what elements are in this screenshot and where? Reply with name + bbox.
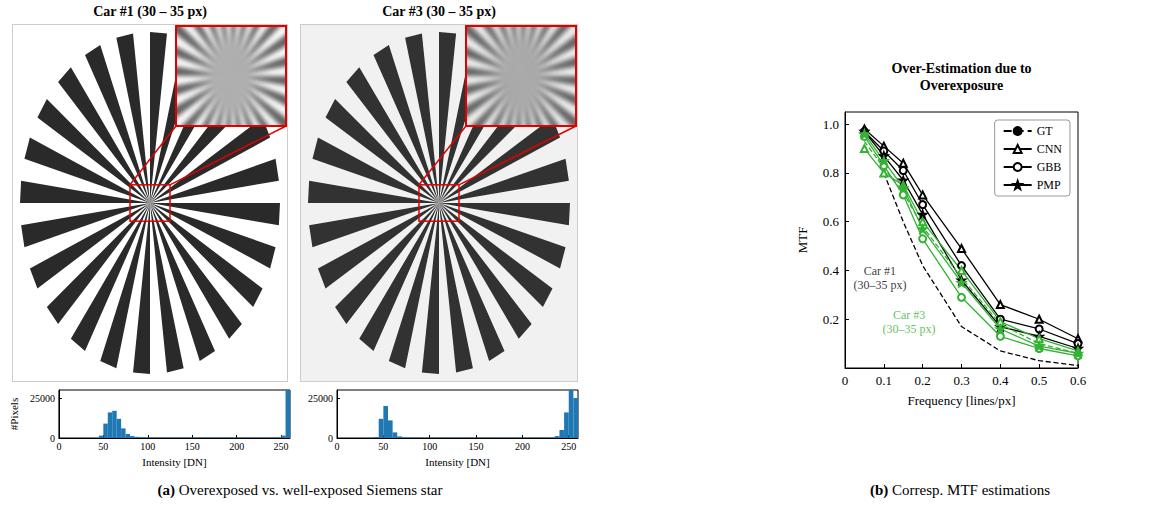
svg-text:Intensity [DN]: Intensity [DN] xyxy=(425,456,489,468)
svg-text:0.1: 0.1 xyxy=(876,373,892,388)
svg-text:GBB: GBB xyxy=(1037,160,1062,174)
svg-text:250: 250 xyxy=(274,441,289,452)
svg-text:0.4: 0.4 xyxy=(823,263,840,278)
html-text:(a) Overexposed vs. well-expos: (a) Overexposed vs. well-exposed Siemens… xyxy=(157,482,443,498)
svg-text:150: 150 xyxy=(185,441,200,452)
svg-text:0.2: 0.2 xyxy=(915,373,931,388)
html-text:Over-Estimation due to Overexp: Over-Estimation due to Overexposure xyxy=(891,61,1032,93)
svg-text:100: 100 xyxy=(422,441,437,452)
html-text:Car #1 (30 – 35 px): Car #1 (30 – 35 px) xyxy=(93,4,207,19)
svg-text:200: 200 xyxy=(229,441,244,452)
svg-text:0: 0 xyxy=(50,433,55,444)
svg-text:#Pixels: #Pixels xyxy=(8,398,20,430)
svg-text:0.6: 0.6 xyxy=(1070,373,1087,388)
svg-text:CNN: CNN xyxy=(1037,142,1063,156)
svg-text:(30–35 px): (30–35 px) xyxy=(883,322,936,336)
svg-text:MTF: MTF xyxy=(795,227,810,254)
svg-text:0.2: 0.2 xyxy=(823,312,839,327)
svg-text:Car #3: Car #3 xyxy=(893,308,925,322)
svg-text:0.5: 0.5 xyxy=(1031,373,1047,388)
svg-text:200: 200 xyxy=(515,441,530,452)
html-text:(b) Corresp. MTF estimations: (b) Corresp. MTF estimations xyxy=(870,482,1050,498)
svg-text:0.3: 0.3 xyxy=(953,373,969,388)
svg-text:0: 0 xyxy=(56,441,61,452)
svg-text:25000: 25000 xyxy=(308,393,333,404)
svg-text:0: 0 xyxy=(842,373,849,388)
svg-text:Intensity [DN]: Intensity [DN] xyxy=(142,456,206,468)
svg-text:(30–35 px): (30–35 px) xyxy=(853,278,906,292)
svg-text:Frequency [lines/px]: Frequency [lines/px] xyxy=(908,393,1016,408)
svg-text:0: 0 xyxy=(328,433,333,444)
svg-text:50: 50 xyxy=(378,441,388,452)
svg-text:50: 50 xyxy=(98,441,108,452)
svg-text:25000: 25000 xyxy=(30,393,55,404)
svg-text:Car #1: Car #1 xyxy=(864,264,896,278)
svg-text:0.6: 0.6 xyxy=(823,214,840,229)
svg-text:100: 100 xyxy=(140,441,155,452)
svg-text:GT: GT xyxy=(1037,124,1054,138)
svg-text:150: 150 xyxy=(469,441,484,452)
svg-text:0.4: 0.4 xyxy=(992,373,1009,388)
svg-text:0.8: 0.8 xyxy=(823,165,839,180)
svg-text:1.0: 1.0 xyxy=(823,117,839,132)
svg-text:PMP: PMP xyxy=(1037,178,1061,192)
svg-text:0: 0 xyxy=(335,441,340,452)
svg-text:250: 250 xyxy=(561,441,576,452)
html-text:Car #3 (30 – 35 px): Car #3 (30 – 35 px) xyxy=(382,4,496,19)
